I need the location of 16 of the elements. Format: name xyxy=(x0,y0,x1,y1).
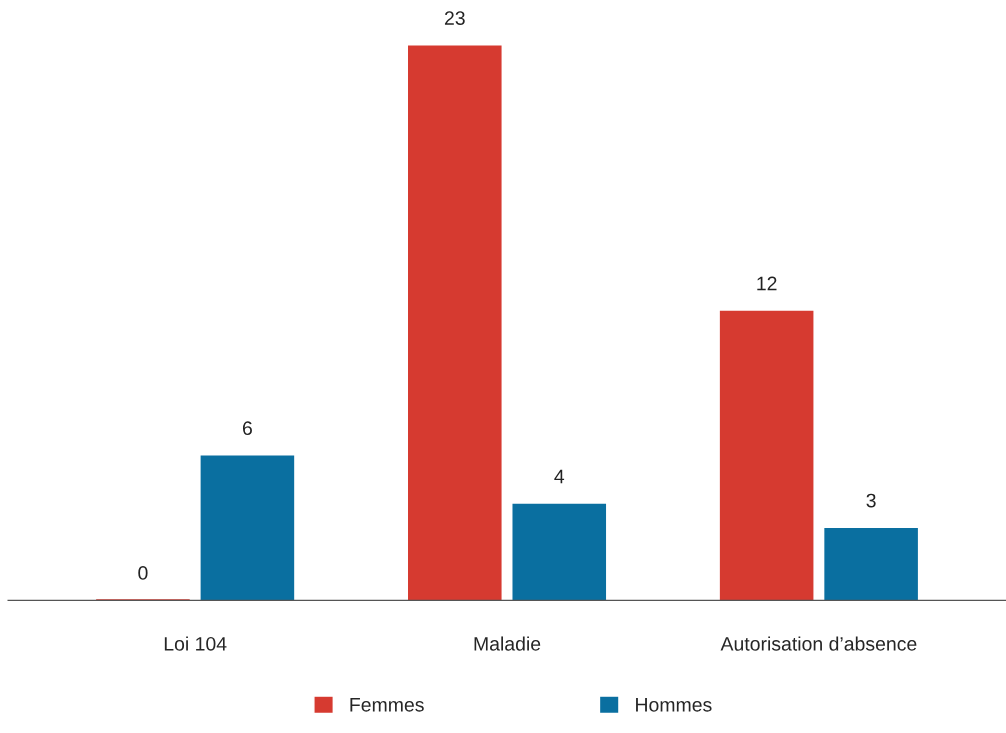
data-label: 4 xyxy=(554,469,565,484)
bar xyxy=(200,455,295,601)
bar xyxy=(408,45,502,601)
data-label: 3 xyxy=(866,493,876,508)
bar xyxy=(824,527,918,601)
x-tick-label: Autorisation d’absence xyxy=(720,636,917,651)
x-tick-label: Loi 104 xyxy=(164,636,227,651)
legend-label: Hommes xyxy=(636,698,712,712)
data-label: 12 xyxy=(757,276,777,291)
bar xyxy=(719,310,814,601)
data-label: 0 xyxy=(138,566,148,580)
legend-label: Femmes xyxy=(350,698,424,712)
data-label: 23 xyxy=(444,11,465,25)
bar xyxy=(512,503,607,601)
x-tick-label: Maladie xyxy=(474,636,541,651)
data-label: 6 xyxy=(242,421,252,436)
